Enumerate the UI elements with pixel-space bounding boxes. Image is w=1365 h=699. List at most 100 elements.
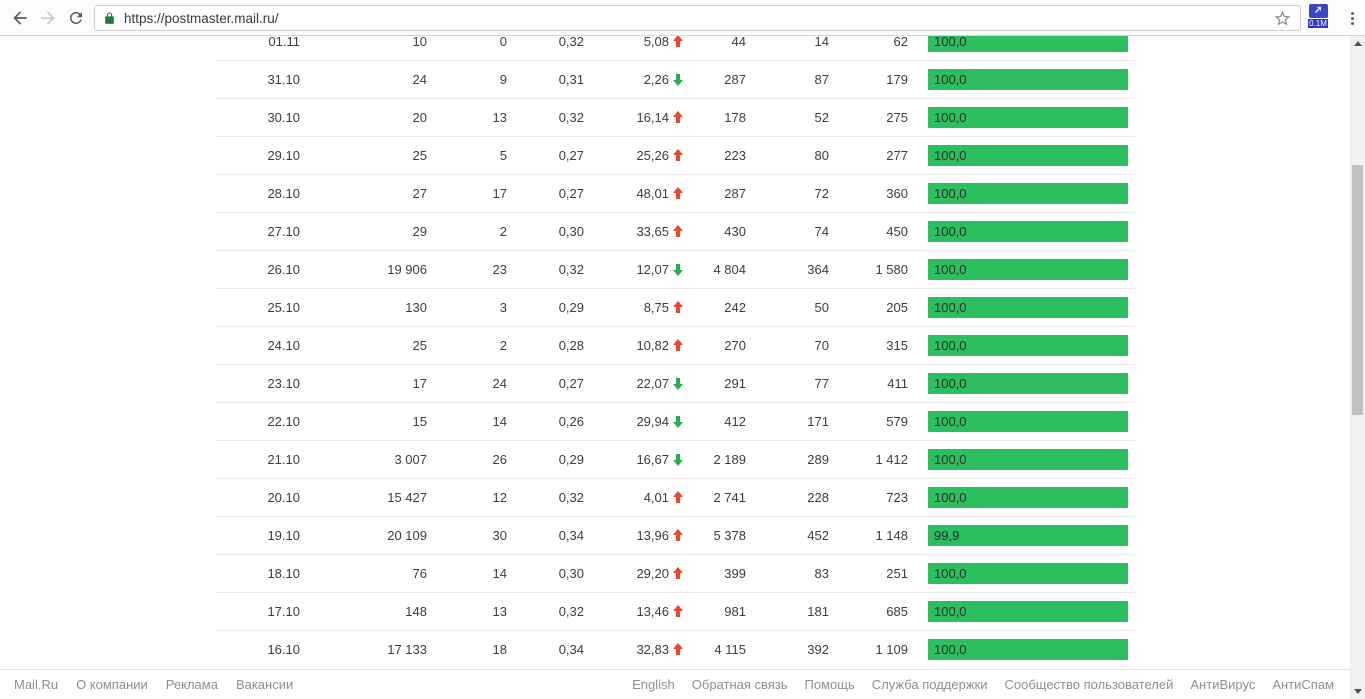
delta-value: 33,65 bbox=[636, 224, 669, 239]
extension-button[interactable]: ↗ 0.1M bbox=[1306, 4, 1330, 34]
trend-arrow-icon bbox=[672, 491, 684, 504]
footer-link-mailru[interactable]: Mail.Ru bbox=[14, 677, 59, 692]
value-cell-2: 17 bbox=[492, 186, 507, 201]
value-cell-1: 19 906 bbox=[387, 262, 427, 277]
table-row: 19.10 20 109 30 0,34 13,96 5 378 452 1 1… bbox=[215, 516, 1135, 554]
footer-link-feedback[interactable]: Обратная связь bbox=[691, 677, 788, 692]
footer-link-jobs[interactable]: Вакансии bbox=[235, 677, 294, 692]
delta-cell: 16,67 bbox=[584, 452, 684, 467]
table-row: 17.10 148 13 0,32 13,46 981 181 685 100,… bbox=[215, 592, 1135, 630]
value-cell-5: 87 bbox=[814, 72, 829, 87]
delta-value: 16,67 bbox=[636, 452, 669, 467]
value-cell-6: 1 148 bbox=[875, 528, 908, 543]
value-cell-3: 0,27 bbox=[558, 376, 584, 391]
value-cell-1: 130 bbox=[405, 300, 427, 315]
delivered-value: 100,0 bbox=[934, 72, 967, 87]
footer-link-about[interactable]: О компании bbox=[76, 677, 148, 692]
date-cell: 25.10 bbox=[267, 300, 300, 315]
value-cell-2: 5 bbox=[499, 148, 507, 163]
value-cell-3: 0,29 bbox=[558, 452, 584, 467]
value-cell-2: 24 bbox=[492, 376, 507, 391]
value-cell-5: 181 bbox=[807, 604, 829, 619]
table-row: 27.10 29 2 0,30 33,65 430 74 450 100,0 bbox=[215, 212, 1135, 250]
footer-link-community[interactable]: Сообщество пользователей bbox=[1004, 677, 1174, 692]
value-cell-2: 13 bbox=[492, 604, 507, 619]
delta-cell: 29,94 bbox=[584, 414, 684, 429]
value-cell-6: 1 109 bbox=[875, 642, 908, 657]
delivered-bar-cell: 100,0 bbox=[928, 449, 1128, 470]
delta-value: 8,75 bbox=[643, 300, 669, 315]
date-cell: 22.10 bbox=[267, 414, 300, 429]
trend-arrow-icon bbox=[672, 377, 684, 390]
delivered-bar-cell: 100,0 bbox=[928, 563, 1128, 584]
delta-value: 12,07 bbox=[636, 262, 669, 277]
footer-link-ads[interactable]: Реклама bbox=[165, 677, 218, 692]
delivered-value: 100,0 bbox=[934, 262, 967, 277]
trend-arrow-icon bbox=[672, 301, 684, 314]
delta-cell: 22,07 bbox=[584, 376, 684, 391]
delivered-bar-cell: 100,0 bbox=[928, 335, 1128, 356]
delta-value: 25,26 bbox=[636, 148, 669, 163]
value-cell-3: 0,31 bbox=[558, 72, 584, 87]
value-cell-3: 0,34 bbox=[558, 528, 584, 543]
value-cell-2: 30 bbox=[492, 528, 507, 543]
scroll-up-button[interactable] bbox=[1350, 36, 1365, 51]
bookmark-star-icon[interactable] bbox=[1273, 9, 1292, 28]
table-row: 31.10 24 9 0,31 2,26 287 87 179 100,0 bbox=[215, 60, 1135, 98]
browser-menu-button[interactable] bbox=[1340, 6, 1364, 30]
table-row: 25.10 130 3 0,29 8,75 242 50 205 100,0 bbox=[215, 288, 1135, 326]
value-cell-4: 399 bbox=[724, 566, 746, 581]
delivered-bar-cell: 100,0 bbox=[928, 487, 1128, 508]
value-cell-1: 29 bbox=[412, 224, 427, 239]
delivered-value: 100,0 bbox=[934, 36, 967, 49]
trend-arrow-icon bbox=[672, 111, 684, 124]
scrollbar-thumb[interactable] bbox=[1352, 165, 1363, 415]
delivered-bar-cell: 100,0 bbox=[928, 259, 1128, 280]
scroll-down-button[interactable] bbox=[1350, 684, 1365, 699]
vertical-scrollbar[interactable] bbox=[1350, 36, 1365, 699]
value-cell-3: 0,32 bbox=[558, 36, 584, 49]
extension-icon: ↗ bbox=[1308, 4, 1328, 18]
delta-value: 5,08 bbox=[643, 36, 669, 49]
delta-cell: 13,96 bbox=[584, 528, 684, 543]
delivered-bar-cell: 100,0 bbox=[928, 183, 1128, 204]
delivered-value: 100,0 bbox=[934, 110, 967, 125]
value-cell-4: 287 bbox=[724, 186, 746, 201]
delta-cell: 29,20 bbox=[584, 566, 684, 581]
reload-button[interactable] bbox=[64, 6, 88, 30]
date-cell: 28.10 bbox=[267, 186, 300, 201]
trend-arrow-icon bbox=[672, 187, 684, 200]
value-cell-1: 3 007 bbox=[394, 452, 427, 467]
footer-link-support[interactable]: Служба поддержки bbox=[871, 677, 988, 692]
menu-dot-icon bbox=[1350, 16, 1354, 20]
footer-right-links: English Обратная связь Помощь Служба под… bbox=[632, 677, 1334, 692]
value-cell-5: 14 bbox=[814, 36, 829, 49]
footer-link-antispam[interactable]: АнтиСпам bbox=[1272, 677, 1334, 692]
value-cell-2: 12 bbox=[492, 490, 507, 505]
table-row: 21.10 3 007 26 0,29 16,67 2 189 289 1 41… bbox=[215, 440, 1135, 478]
delta-value: 16,14 bbox=[636, 110, 669, 125]
date-cell: 26.10 bbox=[267, 262, 300, 277]
padlock-icon bbox=[105, 12, 114, 24]
delta-value: 4,01 bbox=[643, 490, 669, 505]
footer-link-antivirus[interactable]: АнтиВирус bbox=[1190, 677, 1256, 692]
footer-link-english[interactable]: English bbox=[632, 677, 675, 692]
date-cell: 27.10 bbox=[267, 224, 300, 239]
delivered-bar: 100,0 bbox=[928, 145, 1128, 166]
forward-button[interactable] bbox=[36, 6, 60, 30]
value-cell-4: 223 bbox=[724, 148, 746, 163]
address-bar[interactable]: https://postmaster.mail.ru/ bbox=[94, 5, 1301, 31]
value-cell-1: 76 bbox=[412, 566, 427, 581]
delta-value: 29,94 bbox=[636, 414, 669, 429]
footer-link-help[interactable]: Помощь bbox=[804, 677, 855, 692]
delivered-bar: 100,0 bbox=[928, 411, 1128, 432]
delivered-bar: 99,9 bbox=[928, 525, 1128, 546]
menu-dot-icon bbox=[1350, 21, 1354, 25]
reload-icon bbox=[69, 11, 82, 24]
value-cell-4: 2 189 bbox=[713, 452, 746, 467]
trend-arrow-icon bbox=[672, 529, 684, 542]
delivered-bar: 100,0 bbox=[928, 69, 1128, 90]
back-button[interactable] bbox=[8, 6, 32, 30]
delta-value: 2,26 bbox=[643, 72, 669, 87]
delta-value: 13,46 bbox=[636, 604, 669, 619]
